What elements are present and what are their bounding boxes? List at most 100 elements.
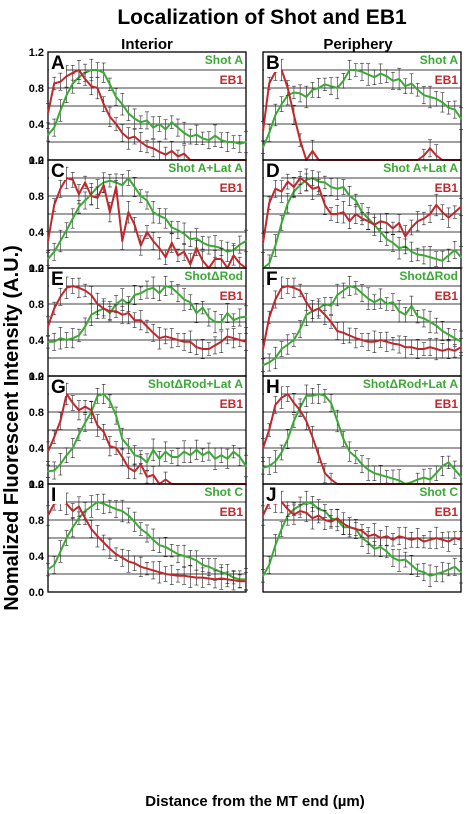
data-point (441, 571, 444, 574)
data-point (84, 517, 87, 520)
legend-label: ShotΔRod+Lat A (148, 377, 244, 391)
data-point (410, 82, 413, 85)
data-point (336, 517, 339, 520)
data-point (226, 141, 229, 143)
data-point (164, 450, 167, 453)
data-point (361, 292, 363, 295)
data-point (108, 445, 111, 448)
data-point (361, 217, 363, 220)
data-point (460, 538, 462, 541)
data-point (139, 141, 142, 143)
data-point (195, 237, 198, 240)
data-point (207, 244, 210, 247)
data-point (460, 346, 462, 349)
series-eb1 (261, 386, 462, 485)
data-point (422, 154, 425, 157)
data-point (232, 450, 235, 453)
data-point (317, 307, 320, 310)
panel-i: 0.0 0.4 0.8 1.2 Shot C EB1 I (29, 479, 248, 599)
data-point (170, 337, 173, 340)
data-point (121, 510, 124, 512)
data-point (220, 340, 223, 343)
data-point (152, 286, 155, 289)
data-point (447, 348, 450, 350)
data-point (323, 181, 326, 184)
data-point (447, 106, 450, 109)
data-point (189, 340, 192, 343)
data-point (299, 177, 302, 179)
data-point (348, 526, 351, 529)
data-point (262, 146, 264, 149)
data-point (201, 454, 204, 457)
data-point (373, 223, 376, 226)
y-tick-label: 0.8 (29, 407, 44, 419)
data-point (453, 108, 456, 111)
data-point (429, 538, 431, 541)
panel-letter-bg (49, 269, 66, 288)
data-point (293, 91, 295, 94)
data-point (286, 180, 289, 183)
data-point (170, 286, 173, 289)
data-point (53, 340, 56, 343)
data-point (373, 340, 376, 343)
data-point (183, 232, 186, 235)
data-point (59, 550, 62, 553)
data-point (47, 240, 49, 242)
legend-label: Shot A (205, 53, 244, 67)
data-point (177, 155, 179, 158)
data-point (84, 325, 87, 328)
data-point (293, 513, 295, 516)
data-point (280, 69, 283, 71)
data-point (379, 474, 382, 476)
data-point (245, 315, 247, 318)
data-point (268, 132, 271, 134)
data-point (441, 259, 444, 262)
data-point (447, 540, 450, 543)
data-point (59, 420, 62, 422)
series-line (47, 177, 247, 269)
data-point (367, 340, 370, 343)
panel-letter: I (51, 485, 56, 506)
data-point (342, 79, 345, 82)
data-point (71, 447, 74, 449)
data-point (404, 558, 407, 561)
data-point (90, 195, 93, 197)
data-point (47, 470, 49, 473)
data-point (139, 244, 142, 247)
data-point (299, 409, 302, 412)
data-point (392, 241, 394, 244)
data-point (195, 448, 198, 451)
legend-label: ShotΔRod (184, 269, 243, 283)
series-line (47, 69, 247, 145)
y-tick-label: 1.2 (29, 155, 44, 167)
data-point (65, 286, 68, 289)
data-point (195, 346, 198, 349)
data-point (127, 445, 130, 448)
data-point (133, 223, 136, 226)
data-point (361, 529, 363, 532)
data-point (416, 315, 419, 318)
data-point (71, 402, 74, 404)
data-point (47, 340, 49, 343)
y-tick-label: 0.4 (29, 335, 45, 347)
data-point (108, 179, 111, 182)
data-point (90, 313, 93, 316)
data-point (262, 514, 264, 517)
data-point (460, 475, 462, 478)
data-point (115, 310, 117, 313)
data-point (47, 133, 49, 136)
data-point (78, 193, 80, 196)
panel-letter: F (266, 269, 278, 290)
data-point (361, 70, 363, 73)
data-point (108, 83, 111, 86)
series-shot (46, 58, 248, 154)
data-point (262, 241, 264, 244)
data-point (274, 460, 277, 463)
data-point (189, 556, 192, 559)
y-tick-label: 1.2 (29, 371, 44, 383)
y-tick-label: 0.8 (29, 515, 44, 527)
data-point (274, 244, 277, 247)
data-point (158, 151, 161, 153)
data-point (305, 501, 308, 503)
data-point (311, 187, 314, 190)
